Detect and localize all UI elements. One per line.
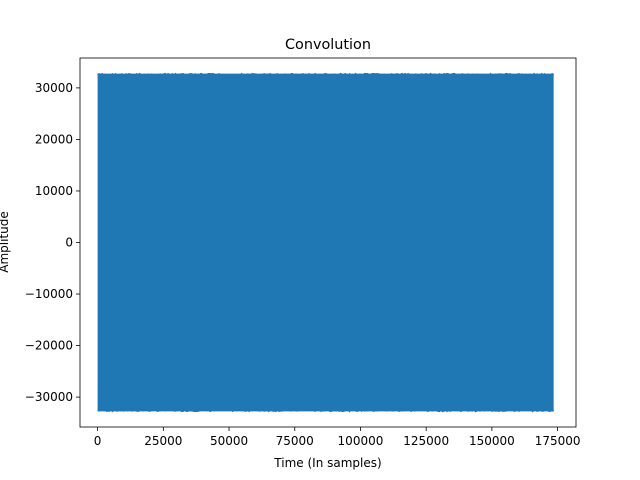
series-0-band [97,73,554,412]
y-tick-label: −20000 [25,339,73,353]
series-0-bottom-edge [97,407,555,413]
x-tick-label: 75000 [276,434,314,448]
y-axis: −30000 −20000 −10000 0 10000 20000 30000 [25,81,80,404]
y-tick-label: 30000 [35,81,73,95]
y-tick-label: −30000 [25,390,73,404]
plot-area [97,72,555,413]
x-tick-label: 25000 [144,434,182,448]
x-tick-label: 125000 [403,434,449,448]
y-tick-label: 10000 [35,184,73,198]
x-tick-label: 0 [94,434,102,448]
y-tick-label: 20000 [35,132,73,146]
x-tick-label: 50000 [210,434,248,448]
x-axis-label: Time (In samples) [273,456,381,470]
x-tick-label: 150000 [469,434,515,448]
chart-title: Convolution [285,37,371,53]
series-0-top-edge [97,72,555,77]
y-axis-label: Amplitude [0,211,11,273]
x-tick-label: 100000 [338,434,384,448]
y-tick-label: 0 [65,236,73,250]
y-tick-label: −10000 [25,287,73,301]
x-tick-label: 175000 [535,434,581,448]
x-axis: 0 25000 50000 75000 100000 125000 150000 175000 [94,427,581,448]
